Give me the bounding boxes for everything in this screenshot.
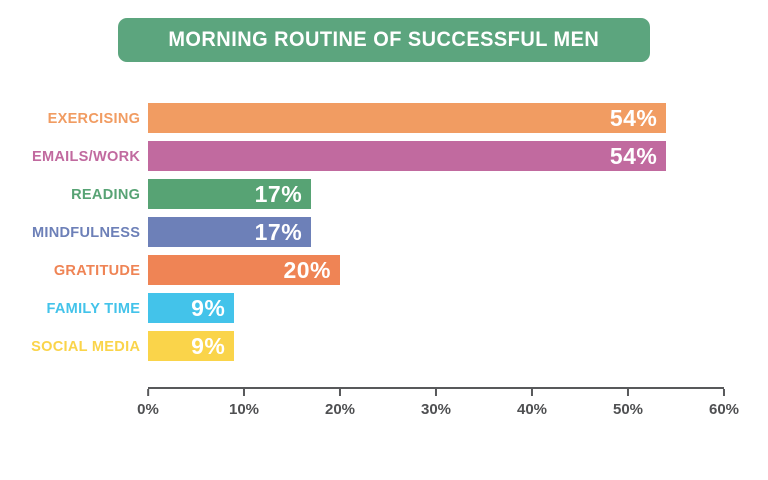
bar-value-label: 17% [254,180,303,207]
x-axis-tick: 50% [613,389,643,418]
x-axis-tick-label: 60% [708,401,740,418]
x-axis-tick: 0% [137,389,159,418]
bar-value-label: 20% [283,256,331,283]
bar-row: GRATITUDE 20% [0,255,724,285]
bar-value-label: 17% [254,218,303,245]
bar-value-label: 54% [609,142,658,169]
x-axis-line [148,387,724,389]
bar-value-label: 9% [191,294,226,321]
bar: 54% [148,141,667,171]
x-axis-tick: 20% [325,389,355,418]
x-axis-tick-label: 50% [612,401,644,418]
bar-track: 9% [148,331,724,361]
bar-row: SOCIAL MEDIA 9% [0,331,724,361]
chart-title: MORNING ROUTINE OF SUCCESSFUL MEN [168,28,600,51]
bar-track: 9% [148,293,724,323]
category-label: FAMILY TIME [46,299,141,317]
bar-chart: EXERCISING 54% EMAILS/WORK 54% READING 17% MIN… [0,103,739,425]
bar: 17% [148,217,312,247]
bar-row: EXERCISING 54% [0,103,724,133]
chart-title-banner: MORNING ROUTINE OF SUCCESSFUL MEN [118,18,650,62]
category-label: GRATITUDE [53,261,141,279]
x-axis-tick-mark [531,389,533,396]
bar-row: FAMILY TIME 9% [0,293,724,323]
x-axis-tick-mark [435,389,437,396]
x-axis-tick-mark [339,389,341,396]
x-axis-ticks: 0% 10% 20% 30% 40% 50% 60% [137,389,739,425]
x-axis-tick: 10% [229,389,259,418]
x-axis-tick-label: 10% [228,401,260,418]
category-label: EXERCISING [47,109,141,127]
bar-track: 17% [148,217,724,247]
bar-value-label: 54% [609,104,658,131]
x-axis-tick-mark [627,389,629,396]
bar-rows: EXERCISING 54% EMAILS/WORK 54% READING 17% MIN… [0,103,724,361]
category-label: SOCIAL MEDIA [31,337,141,355]
x-axis-tick-mark [147,389,149,396]
x-axis-tick: 30% [421,389,451,418]
category-label: EMAILS/WORK [31,147,141,165]
category-label: MINDFULNESS [31,223,141,241]
category-label: READING [71,185,141,203]
bar-row: MINDFULNESS 17% [0,217,724,247]
bar-track: 17% [148,179,724,209]
x-axis-tick-label: 30% [420,401,452,418]
x-axis-tick-label: 0% [137,401,159,418]
bar-row: EMAILS/WORK 54% [0,141,724,171]
bar-track: 54% [148,141,724,171]
bar: 9% [148,331,235,361]
x-axis-tick-mark [243,389,245,396]
x-axis-tick-label: 40% [516,401,548,418]
x-axis-tick-mark [723,389,725,396]
bar: 54% [148,103,667,133]
bar-track: 20% [148,255,724,285]
bar-track: 54% [148,103,724,133]
bar: 20% [148,255,340,285]
x-axis-tick-label: 20% [324,401,356,418]
bar-value-label: 9% [191,332,226,359]
bar-row: READING 17% [0,179,724,209]
bar: 17% [148,179,312,209]
bar: 9% [148,293,235,323]
x-axis-tick: 40% [517,389,547,418]
x-axis-tick: 60% [709,389,739,418]
x-axis: 0% 10% 20% 30% 40% 50% 60% [137,387,739,425]
